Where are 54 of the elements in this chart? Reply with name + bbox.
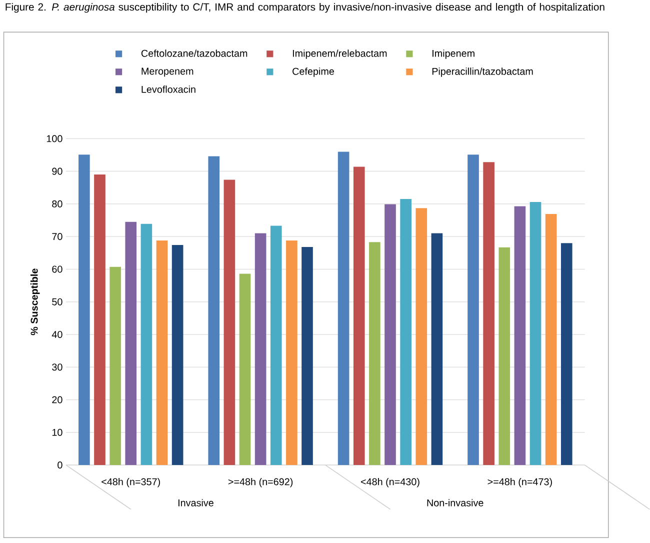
bar: [353, 166, 365, 465]
y-tick-label: 70: [52, 232, 62, 240]
bar: [400, 198, 412, 465]
chart-title: Figure 2. P. aeruginosa susceptibility to C/T, IMR and comparators by invasive/non-invasive disease and length of hospitalization: [6, 2, 604, 13]
bar: [224, 180, 236, 465]
bar: [156, 240, 168, 465]
y-tick-label: 0: [58, 461, 62, 468]
y-axis-title: % Susceptible: [30, 268, 40, 336]
bar: [140, 224, 152, 465]
x-tick-label: <48h (n=357): [102, 478, 160, 488]
bar: [125, 222, 137, 465]
bar: [94, 174, 106, 465]
bar: [369, 242, 380, 465]
legend-label: Imipenem: [432, 49, 474, 59]
bar: [416, 208, 428, 465]
bar: [498, 247, 510, 465]
legend-label: Cefepime: [292, 67, 334, 77]
bar: [545, 214, 557, 465]
bar: [208, 156, 220, 465]
text: Non-invasive: [427, 498, 484, 506]
y-tick-label: 100: [46, 135, 62, 142]
bar: [270, 226, 282, 465]
bar: [302, 246, 313, 465]
bar: [483, 162, 494, 465]
y-tick-label: 50: [52, 298, 62, 306]
text: Invasive: [178, 498, 214, 506]
y-tick-label: 60: [52, 266, 62, 273]
bar: [530, 202, 542, 465]
y-tick-label: 80: [52, 200, 62, 208]
bar: [468, 154, 479, 465]
legend-label: Imipenem/relebactam: [292, 49, 387, 59]
bar: [239, 274, 251, 465]
x-tick-label: >=48h (n=473): [488, 478, 552, 488]
y-tick-label: 10: [52, 428, 62, 436]
legend-label: Meropenem: [142, 68, 194, 76]
y-tick-label: 20: [52, 396, 62, 404]
legend-label: Piperacillin/tazobactam: [432, 67, 533, 77]
bar: [254, 233, 266, 465]
bar: [514, 206, 526, 465]
bar: [172, 244, 184, 465]
y-tick-label: 40: [52, 330, 62, 338]
bar: [431, 233, 443, 465]
legend-label: Levofloxacin: [142, 85, 196, 93]
legend-label: Ceftolozane/tazobactam: [141, 49, 248, 57]
bar: [78, 154, 90, 465]
bar: [560, 242, 572, 465]
bar: [338, 152, 350, 465]
y-tick-label: 30: [52, 363, 62, 370]
bar: [384, 204, 396, 465]
bar: [110, 266, 121, 465]
x-tick-label: <48h (n=430): [361, 478, 420, 488]
bar: [286, 240, 298, 465]
y-tick-label: 90: [52, 168, 62, 175]
x-tick-label: >=48h (n=692): [228, 478, 293, 488]
